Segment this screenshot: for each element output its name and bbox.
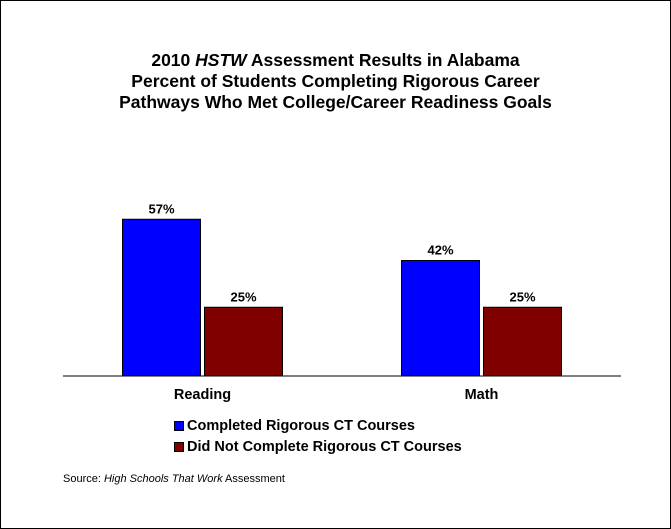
title-year: 2010 xyxy=(151,50,196,70)
title-line-2: Percent of Students Completing Rigorous … xyxy=(131,71,540,91)
legend-label-1: Completed Rigorous CT Courses xyxy=(187,417,415,434)
source-prefix: Source: xyxy=(63,473,104,485)
data-label-reading-series-1: 57% xyxy=(148,201,174,216)
category-label-reading: Reading xyxy=(174,387,231,403)
legend-swatch-1 xyxy=(174,420,184,431)
data-label-reading-series-2: 25% xyxy=(230,289,256,304)
title-hstw: HSTW xyxy=(195,50,247,70)
legend-label-2: Did Not Complete Rigorous CT Courses xyxy=(187,438,462,455)
legend-item-1: Completed Rigorous CT Courses xyxy=(174,415,462,436)
category-label-math: Math xyxy=(465,387,499,403)
title-line-1: 2010 HSTW Assessment Results in Alabama xyxy=(0,50,671,71)
source-note: Source: High Schools That Work Assessmen… xyxy=(63,473,285,485)
bar-math-series-1 xyxy=(401,260,480,377)
data-label-math-series-1: 42% xyxy=(427,243,453,258)
legend: Completed Rigorous CT Courses Did Not Com… xyxy=(174,415,462,457)
title-line-3: Pathways Who Met College/Career Readines… xyxy=(119,92,552,112)
bar-reading-series-1 xyxy=(122,218,201,377)
chart-title: 2010 HSTW Assessment Results in Alabama … xyxy=(0,50,671,113)
bar-math-series-2 xyxy=(483,306,562,377)
source-publication: High Schools That Work xyxy=(103,473,223,485)
title-line-1-rest: Assessment Results in Alabama xyxy=(246,50,520,70)
legend-swatch-2 xyxy=(174,441,184,452)
source-suffix: Assessment xyxy=(222,473,285,485)
data-label-math-series-2: 25% xyxy=(509,289,535,304)
legend-item-2: Did Not Complete Rigorous CT Courses xyxy=(174,436,462,457)
bar-reading-series-2 xyxy=(204,306,283,377)
